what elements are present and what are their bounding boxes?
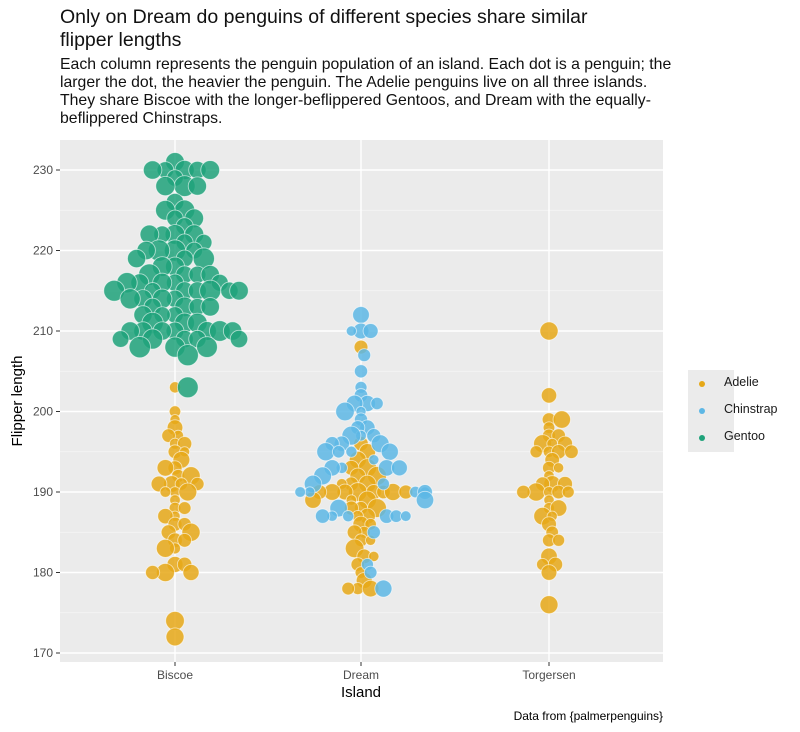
penguin-point-chinstrap bbox=[353, 364, 369, 379]
penguin-point-gentoo bbox=[155, 175, 176, 197]
penguin-point-adelie bbox=[165, 627, 185, 647]
penguin-point-chinstrap bbox=[314, 508, 331, 524]
adelie-dot-icon bbox=[699, 381, 705, 387]
penguin-point-gentoo bbox=[196, 336, 218, 358]
y-tick-label: 230 bbox=[33, 163, 53, 177]
penguin-point-adelie bbox=[177, 501, 192, 515]
legend-label: Adelie bbox=[724, 375, 759, 389]
penguin-point-adelie bbox=[341, 581, 356, 596]
x-tick-label: Biscoe bbox=[157, 668, 193, 682]
penguin-point-chinstrap bbox=[362, 323, 379, 339]
penguin-point-adelie bbox=[564, 444, 579, 460]
penguin-point-chinstrap bbox=[380, 442, 399, 461]
legend-label: Gentoo bbox=[724, 429, 766, 443]
penguin-point-chinstrap bbox=[345, 445, 358, 458]
y-tick-label: 200 bbox=[33, 405, 53, 419]
penguin-point-gentoo bbox=[111, 330, 130, 348]
penguin-point-adelie bbox=[145, 564, 161, 581]
chinstrap-dot-icon bbox=[699, 408, 705, 414]
penguin-point-chinstrap bbox=[400, 510, 412, 522]
penguin-point-chinstrap bbox=[352, 306, 370, 324]
legend: Adelie Chinstrap Gentoo bbox=[688, 370, 778, 452]
legend-item-gentoo[interactable]: Gentoo bbox=[688, 426, 800, 452]
penguin-point-gentoo bbox=[126, 248, 147, 269]
penguin-point-chinstrap bbox=[331, 445, 346, 459]
penguin-point-adelie bbox=[553, 462, 565, 474]
data-points bbox=[103, 152, 579, 647]
penguin-point-adelie bbox=[165, 610, 185, 631]
y-tick-label: 180 bbox=[33, 566, 53, 580]
legend-item-adelie[interactable]: Adelie bbox=[688, 372, 800, 398]
x-tick-label: Dream bbox=[343, 668, 379, 682]
y-tick-label: 220 bbox=[33, 244, 53, 258]
legend-label: Chinstrap bbox=[724, 402, 778, 416]
penguin-point-gentoo bbox=[142, 160, 163, 180]
penguin-point-chinstrap bbox=[335, 401, 355, 422]
data-source-caption: Data from {palmerpenguins} bbox=[513, 709, 663, 723]
penguin-point-adelie bbox=[539, 321, 559, 341]
y-axis-title: Flipper length bbox=[9, 356, 26, 447]
penguin-point-adelie bbox=[516, 484, 531, 500]
penguin-point-adelie bbox=[552, 410, 571, 429]
penguin-point-adelie bbox=[182, 563, 200, 582]
penguin-point-chinstrap bbox=[304, 486, 316, 498]
penguin-point-adelie bbox=[561, 485, 575, 499]
x-tick-label: Torgersen bbox=[522, 668, 575, 682]
gentoo-dot-icon bbox=[699, 435, 705, 441]
penguin-point-chinstrap bbox=[366, 525, 381, 540]
x-axis: Biscoe Dream Torgersen bbox=[157, 662, 576, 682]
penguin-point-gentoo bbox=[176, 376, 199, 399]
penguin-point-chinstrap bbox=[415, 490, 435, 510]
penguin-point-chinstrap bbox=[370, 396, 384, 411]
penguin-point-gentoo bbox=[229, 329, 249, 349]
y-tick-label: 170 bbox=[33, 646, 53, 660]
penguin-point-chinstrap bbox=[376, 477, 390, 491]
y-tick-label: 210 bbox=[33, 324, 53, 338]
y-tick-label: 190 bbox=[33, 485, 53, 499]
penguin-point-adelie bbox=[540, 387, 558, 404]
penguin-point-adelie bbox=[177, 532, 192, 548]
penguin-point-chinstrap bbox=[390, 459, 408, 477]
penguin-point-adelie bbox=[529, 445, 543, 459]
penguin-point-chinstrap bbox=[363, 565, 378, 580]
penguin-point-gentoo bbox=[187, 176, 208, 196]
chart-title: Only on Dream do penguins of different s… bbox=[60, 6, 588, 51]
penguin-point-chinstrap bbox=[357, 348, 372, 363]
penguin-point-chinstrap bbox=[294, 486, 307, 498]
penguin-point-chinstrap bbox=[368, 454, 380, 466]
penguin-point-adelie bbox=[552, 533, 566, 547]
penguin-point-gentoo bbox=[200, 297, 220, 317]
penguin-point-gentoo bbox=[128, 335, 151, 359]
chart-subtitle: Each column represents the penguin popul… bbox=[60, 56, 672, 127]
penguin-point-adelie bbox=[368, 550, 380, 563]
x-axis-title: Island bbox=[341, 684, 381, 701]
penguin-point-chinstrap bbox=[345, 325, 357, 337]
penguin-point-adelie bbox=[540, 564, 558, 581]
penguin-point-adelie bbox=[539, 595, 559, 615]
penguin-point-gentoo bbox=[200, 160, 221, 180]
penguin-point-chinstrap bbox=[342, 510, 355, 523]
penguin-point-gentoo bbox=[229, 280, 249, 301]
legend-item-chinstrap[interactable]: Chinstrap bbox=[688, 399, 800, 425]
y-axis: 170 180 190 200 210 220 230 bbox=[33, 163, 60, 660]
penguin-point-chinstrap bbox=[374, 579, 393, 598]
penguin-point-adelie bbox=[178, 482, 198, 502]
penguin-point-adelie bbox=[155, 538, 175, 558]
penguin-point-gentoo bbox=[119, 288, 141, 310]
penguin-point-adelie bbox=[156, 459, 175, 477]
penguin-point-adelie bbox=[159, 486, 172, 498]
penguin-point-gentoo bbox=[176, 344, 199, 367]
